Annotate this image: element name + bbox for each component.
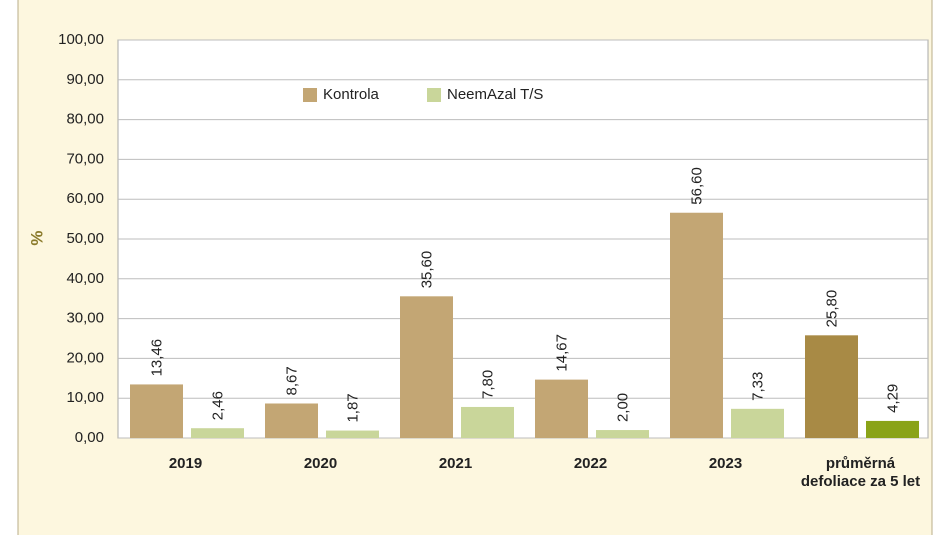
y-tick-label: 30,00 <box>66 310 104 327</box>
y-tick-label: 0,00 <box>75 429 104 446</box>
y-tick-label: 40,00 <box>66 270 104 287</box>
value-label: 4,29 <box>884 384 901 413</box>
bar <box>731 408 784 438</box>
x-tick-label: 2019 <box>169 455 202 472</box>
y-tick-label: 50,00 <box>66 230 104 247</box>
x-tick-label: 2021 <box>439 455 472 472</box>
bar <box>265 403 318 438</box>
value-label: 1,87 <box>344 393 361 422</box>
bar <box>191 428 244 438</box>
value-label: 14,67 <box>553 334 570 372</box>
y-tick-label: 100,00 <box>58 31 104 48</box>
bar <box>535 379 588 438</box>
legend-label: Kontrola <box>323 86 380 103</box>
x-tick-label: 2020 <box>304 455 337 472</box>
value-label: 7,33 <box>749 372 766 401</box>
y-axis-label: % <box>27 230 46 245</box>
y-tick-label: 80,00 <box>66 111 104 128</box>
value-label: 35,60 <box>418 251 435 289</box>
bar <box>326 430 379 438</box>
x-tick-label: 2022 <box>574 455 607 472</box>
y-tick-label: 60,00 <box>66 190 104 207</box>
value-label: 2,46 <box>209 391 226 420</box>
value-label: 8,67 <box>283 366 300 395</box>
value-label: 13,46 <box>148 339 165 377</box>
bar <box>670 212 723 438</box>
x-tick-label: průměrná defoliace za 5 let <box>801 455 920 490</box>
bar <box>866 420 919 438</box>
legend-swatch <box>427 88 441 102</box>
x-tick-label: 2023 <box>709 455 742 472</box>
y-tick-label: 10,00 <box>66 389 104 406</box>
y-tick-label: 70,00 <box>66 150 104 167</box>
value-label: 25,80 <box>823 290 840 328</box>
bar <box>130 384 183 438</box>
y-tick-label: 90,00 <box>66 71 104 88</box>
legend-swatch <box>303 88 317 102</box>
bar <box>400 296 453 438</box>
y-tick-label: 20,00 <box>66 349 104 366</box>
bar <box>596 430 649 438</box>
legend-label: NeemAzal T/S <box>447 86 543 103</box>
value-label: 2,00 <box>614 393 631 422</box>
bar <box>805 335 858 438</box>
value-label: 7,80 <box>479 370 496 399</box>
value-label: 56,60 <box>688 167 705 205</box>
bar <box>461 406 514 438</box>
